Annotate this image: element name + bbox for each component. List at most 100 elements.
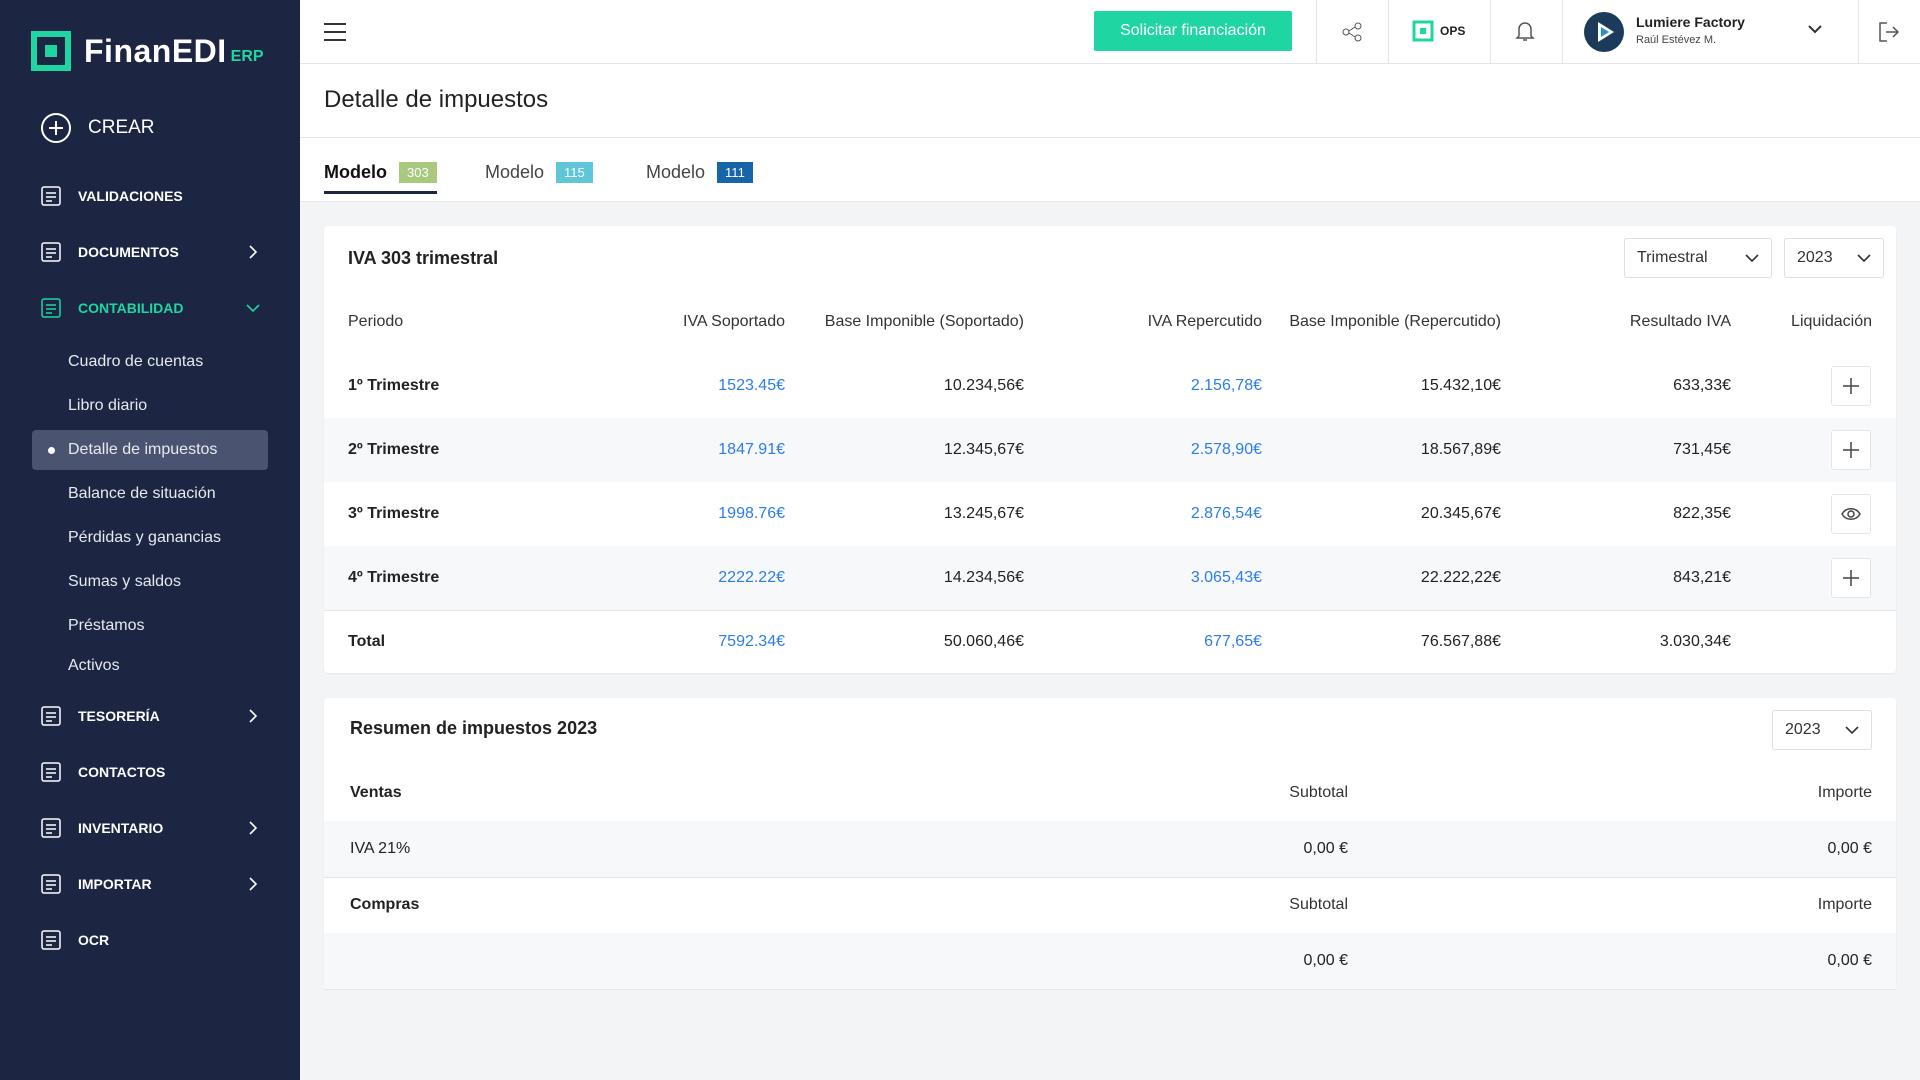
nav-item[interactable]: IMPORTAR bbox=[40, 872, 260, 896]
tab[interactable]: Modelo 303 bbox=[324, 154, 437, 194]
tab[interactable]: Modelo 111 bbox=[646, 154, 753, 190]
iva-card: IVA 303 trimestral Trimestral 2023 Periodo I… bbox=[324, 226, 1896, 673]
table-cell: 10.234,56€ bbox=[943, 377, 1024, 394]
action-button[interactable] bbox=[1831, 430, 1871, 470]
action-button[interactable] bbox=[1831, 558, 1871, 598]
row-subtotal: 0,00 € bbox=[1303, 840, 1348, 857]
nav-label: VALIDACIONES bbox=[78, 188, 183, 204]
nav-item[interactable]: OCR bbox=[40, 928, 260, 952]
user-company: Lumiere Factory bbox=[1636, 14, 1745, 30]
table-cell: 1523.45€ bbox=[718, 377, 785, 394]
sub-item[interactable]: Cuadro de cuentas bbox=[68, 353, 204, 370]
table-row: Total 7592.34€ 50.060,46€ 677,65€ 76.567,88€… bbox=[324, 610, 1896, 674]
tab-badge: 303 bbox=[399, 162, 437, 183]
plus-icon bbox=[41, 113, 71, 143]
header-cell: Compras bbox=[350, 896, 420, 913]
divider bbox=[324, 989, 1896, 990]
nav-item[interactable]: VALIDACIONES bbox=[40, 184, 260, 208]
avatar[interactable] bbox=[1584, 12, 1624, 52]
filter-select[interactable]: 2023 bbox=[1784, 238, 1884, 278]
action-button[interactable] bbox=[1831, 494, 1871, 534]
separator bbox=[1388, 0, 1389, 64]
column-header: Base Imponible (Soportado) bbox=[824, 313, 1024, 330]
sub-item[interactable]: Libro diario bbox=[68, 397, 148, 414]
cta-button[interactable]: Solicitar financiación bbox=[1094, 11, 1292, 51]
row-label: IVA 21% bbox=[350, 840, 411, 857]
brand-suffix: ERP bbox=[230, 48, 264, 65]
nav-icon bbox=[41, 762, 61, 782]
action-button[interactable] bbox=[1831, 366, 1871, 406]
table-cell: 731,45€ bbox=[1673, 441, 1731, 458]
chevron bbox=[1857, 254, 1871, 263]
table-cell: 843,21€ bbox=[1673, 569, 1731, 586]
table-cell: 12.345,67€ bbox=[943, 441, 1024, 458]
table-header: Periodo IVA Soportado Base Imponible (Sopo… bbox=[324, 290, 1896, 354]
logo: FinanEDI ERP bbox=[30, 30, 264, 72]
logout-icon[interactable] bbox=[1878, 21, 1900, 43]
filter-select[interactable]: Trimestral bbox=[1624, 238, 1772, 278]
table-cell: 1998.76€ bbox=[718, 505, 785, 522]
nav-label: OCR bbox=[78, 932, 110, 948]
tab-badge: 111 bbox=[717, 161, 753, 183]
column-header: Liquidación bbox=[1791, 313, 1872, 330]
row-importe: 0,00 € bbox=[1827, 840, 1872, 857]
column-header: Periodo bbox=[348, 313, 404, 330]
bell-icon[interactable] bbox=[1515, 20, 1535, 42]
plus-icon bbox=[1843, 442, 1859, 458]
summary-row: IVA 21% 0,00 € 0,00 € bbox=[324, 821, 1896, 877]
table-cell: 20.345,67€ bbox=[1420, 505, 1501, 522]
chevron bbox=[249, 709, 258, 723]
sub-item[interactable]: Sumas y saldos bbox=[68, 573, 181, 590]
ops-label[interactable]: OPS bbox=[1440, 24, 1466, 38]
nav-icon bbox=[41, 186, 61, 206]
separator bbox=[1316, 0, 1317, 64]
filter-select[interactable]: 2023 bbox=[1772, 710, 1872, 750]
tab-label: Modelo bbox=[485, 161, 545, 182]
main: Solicitar financiación OPS Lumiere Facto… bbox=[300, 0, 1920, 1080]
sub-item[interactable]: Balance de situación bbox=[68, 485, 216, 502]
chevron bbox=[249, 877, 258, 891]
nav-item[interactable]: DOCUMENTOS bbox=[40, 240, 260, 264]
nav-item[interactable]: CONTACTOS bbox=[40, 760, 260, 784]
table-cell: 50.060,46€ bbox=[943, 633, 1024, 650]
nav-label: CONTACTOS bbox=[78, 764, 166, 780]
table-row: 2º Trimestre 1847.91€ 12.345,67€ 2.578,90€ 1… bbox=[324, 418, 1896, 482]
section-header: Compras Subtotal Importe bbox=[324, 877, 1896, 933]
menu-icon[interactable] bbox=[324, 22, 346, 42]
table-cell: 2.578,90€ bbox=[1190, 441, 1262, 458]
tab-label: Modelo bbox=[324, 162, 387, 182]
nav-label: CONTABILIDAD bbox=[78, 300, 184, 316]
column-header: Base Imponible (Repercutido) bbox=[1289, 313, 1501, 330]
sub-item[interactable]: Pérdidas y ganancias bbox=[68, 529, 221, 546]
summary-row: 0,00 € 0,00 € bbox=[324, 933, 1896, 989]
plus-icon bbox=[1843, 570, 1859, 586]
nav-item[interactable]: CONTABILIDAD bbox=[40, 296, 260, 320]
table-cell: 677,65€ bbox=[1204, 633, 1262, 650]
share-icon[interactable] bbox=[1342, 22, 1362, 42]
create-button[interactable]: CREAR bbox=[40, 112, 155, 144]
sidebar: FinanEDI ERP CREAR VALIDACIONES DOCUMENTO… bbox=[0, 0, 300, 1080]
table-cell: 3.030,34€ bbox=[1659, 633, 1731, 650]
sub-item[interactable]: Detalle de impuestos bbox=[32, 430, 268, 470]
row-subtotal: 0,00 € bbox=[1303, 952, 1348, 969]
nav-item[interactable]: INVENTARIO bbox=[40, 816, 260, 840]
sub-item[interactable]: Activos bbox=[68, 657, 120, 674]
header-cell: Importe bbox=[1817, 896, 1872, 913]
header-cell: Subtotal bbox=[1289, 784, 1348, 801]
table-cell: 14.234,56€ bbox=[943, 569, 1024, 586]
nav-label: INVENTARIO bbox=[78, 820, 164, 836]
tab[interactable]: Modelo 115 bbox=[485, 154, 593, 190]
table-row: 4º Trimestre 2222.22€ 14.234,56€ 3.065,43€ 2… bbox=[324, 546, 1896, 610]
table-cell: 7592.34€ bbox=[718, 633, 785, 650]
sub-item[interactable]: Préstamos bbox=[68, 617, 145, 634]
nav-icon bbox=[41, 818, 61, 838]
header-cell: Importe bbox=[1817, 784, 1872, 801]
plus-icon bbox=[1843, 378, 1859, 394]
card-title: IVA 303 trimestral bbox=[348, 248, 499, 268]
chevron[interactable] bbox=[1808, 24, 1822, 34]
tab-label: Modelo bbox=[646, 161, 706, 182]
header-cell: Ventas bbox=[350, 784, 402, 801]
eye-icon bbox=[1841, 508, 1861, 520]
nav-item[interactable]: TESORERÍA bbox=[40, 704, 260, 728]
